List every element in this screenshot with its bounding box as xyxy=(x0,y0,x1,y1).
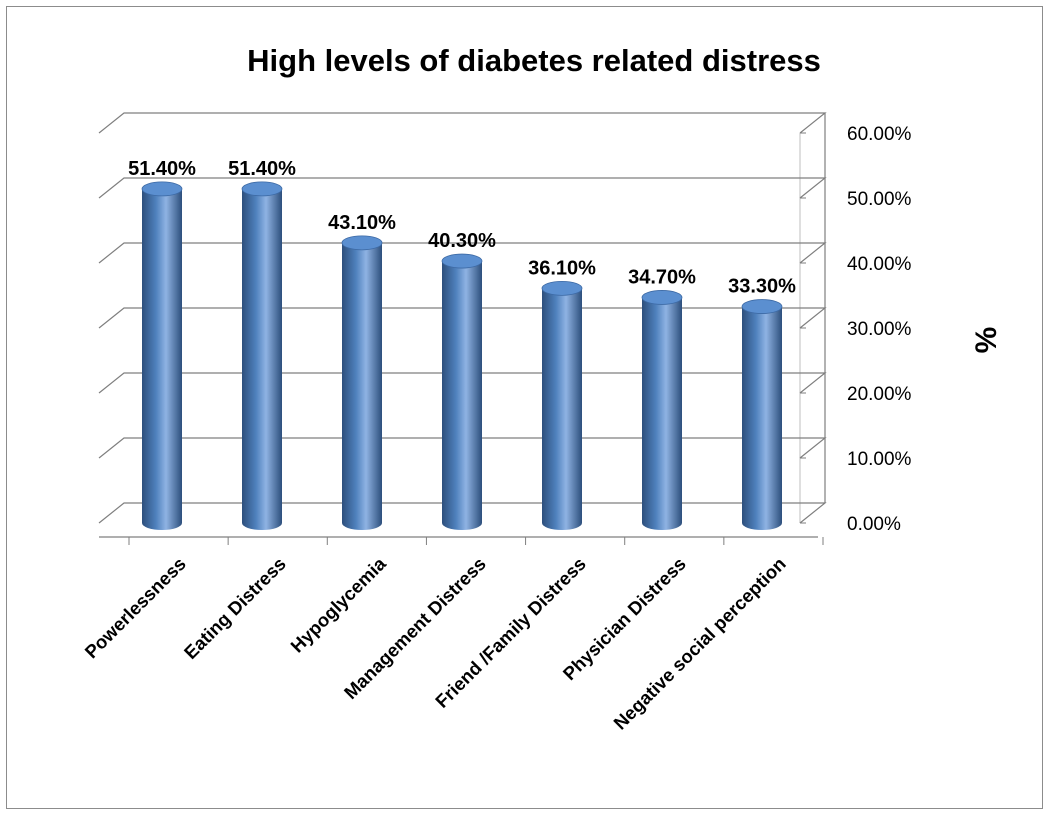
chart-title: High levels of diabetes related distress xyxy=(247,43,821,78)
bar xyxy=(441,253,483,530)
bar-top xyxy=(141,181,183,197)
bar xyxy=(641,290,683,530)
y-tick-label: 0.00% xyxy=(847,514,901,535)
bar-body xyxy=(642,297,682,530)
bar xyxy=(141,181,183,530)
chart-frame: High levels of diabetes related distress… xyxy=(6,6,1043,809)
y-tick-label: 20.00% xyxy=(847,384,912,405)
bar-body xyxy=(742,306,782,530)
data-labels: 51.40% 51.40% 43.10% 40.30% 36.10% 34.70% 33.3… xyxy=(128,158,796,298)
gridline xyxy=(98,177,827,199)
y-axis-title: % xyxy=(970,327,1003,354)
data-label: 34.70% xyxy=(628,266,696,288)
bar xyxy=(541,280,583,530)
y-axis-ticks: 0.00% 10.00% 20.00% 30.00% 40.00% 50.00% 60.00… xyxy=(800,124,912,535)
data-label: 43.10% xyxy=(328,212,396,234)
bar-body xyxy=(442,261,482,530)
bar-chart: High levels of diabetes related distress… xyxy=(80,43,1003,734)
y-tick-label: 10.00% xyxy=(847,449,912,470)
bar-top xyxy=(441,253,483,269)
bar-body xyxy=(342,242,382,530)
bar-top xyxy=(641,290,683,305)
data-label: 33.30% xyxy=(728,276,796,298)
bar-body xyxy=(242,188,282,530)
data-label: 51.40% xyxy=(128,158,196,180)
x-axis xyxy=(99,536,824,545)
bar-top xyxy=(241,181,283,197)
bar-body xyxy=(542,288,582,530)
gridline xyxy=(98,242,827,264)
bar xyxy=(241,181,283,530)
y-tick-label: 30.00% xyxy=(847,319,912,340)
data-label: 40.30% xyxy=(428,230,496,252)
y-tick-label: 50.00% xyxy=(847,189,912,210)
x-tick-label: Powerlessness xyxy=(80,553,189,662)
bar xyxy=(741,299,783,530)
data-label: 36.10% xyxy=(528,257,596,279)
bar-top xyxy=(541,280,583,296)
y-tick-label: 40.00% xyxy=(847,254,912,275)
bar-top xyxy=(741,299,783,314)
bars xyxy=(141,181,783,530)
gridline xyxy=(98,112,827,134)
x-tick-label: Hypoglycemia xyxy=(286,552,390,656)
x-tick-label: Eating Distress xyxy=(180,553,290,663)
data-label: 51.40% xyxy=(228,158,296,180)
bar-top xyxy=(341,235,383,251)
y-tick-label: 60.00% xyxy=(847,124,912,145)
x-tick-label: Negative social perception xyxy=(609,553,790,734)
bar xyxy=(341,235,383,530)
bar-body xyxy=(142,188,182,530)
